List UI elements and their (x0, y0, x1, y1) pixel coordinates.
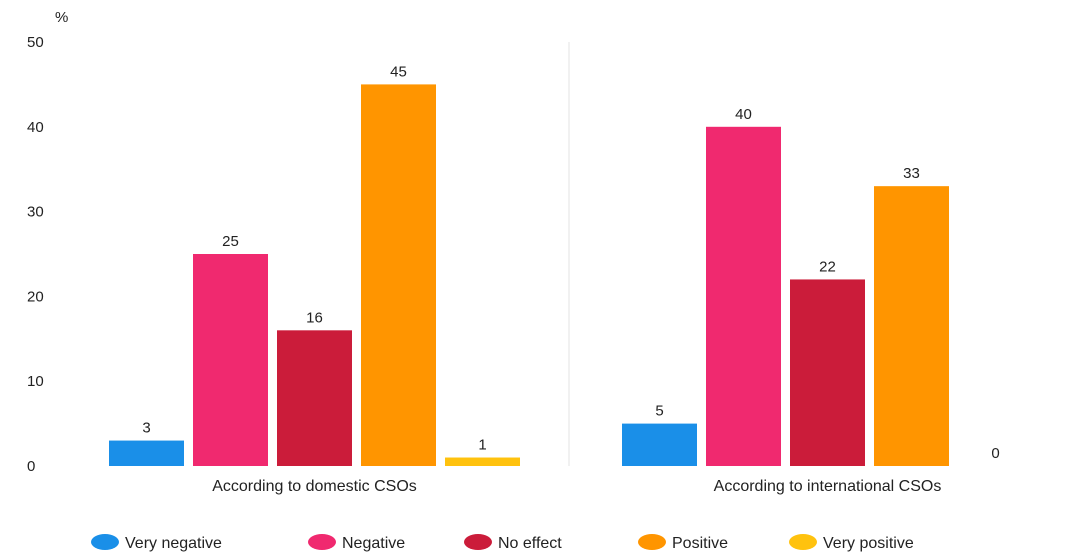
category-label: According to domestic CSOs (212, 478, 417, 495)
data-label: 16 (306, 309, 323, 326)
data-label: 0 (991, 445, 999, 462)
legend-label: Positive (672, 535, 728, 552)
bar-positive (874, 186, 949, 466)
y-tick-label: 30 (27, 204, 44, 221)
x-axis: According to domestic CSOs According to i… (212, 478, 941, 495)
legend-item-positive: Positive (638, 534, 728, 552)
data-label: 45 (390, 63, 407, 80)
data-label: 25 (222, 233, 239, 250)
bar-negative (706, 126, 781, 467)
legend-item-very-positive: Very positive (789, 534, 914, 552)
legend-label: Very negative (125, 535, 222, 552)
legend-label: Negative (342, 535, 405, 552)
bars-group: 3 25 16 45 1 5 40 22 33 0 (109, 63, 1000, 467)
legend-swatch (308, 534, 336, 550)
y-tick-label: 50 (27, 34, 44, 51)
data-label: 33 (903, 165, 920, 182)
bar-very-negative (109, 440, 184, 466)
y-tick-label: 40 (27, 119, 44, 136)
y-axis: 0 10 20 30 40 50 (27, 34, 44, 475)
legend-swatch (789, 534, 817, 550)
bar-positive (361, 84, 436, 467)
data-label: 5 (655, 403, 663, 420)
data-label: 22 (819, 258, 836, 275)
legend-item-negative: Negative (308, 534, 405, 552)
y-axis-unit-label: % (55, 9, 68, 26)
legend-swatch (638, 534, 666, 550)
bar-no-effect (277, 330, 352, 466)
bar-no-effect (790, 279, 865, 466)
data-label: 1 (478, 437, 486, 454)
legend-swatch (91, 534, 119, 550)
y-tick-label: 20 (27, 288, 44, 305)
legend-item-no-effect: No effect (464, 534, 562, 552)
legend: Very negative Negative No effect Positive Ve… (91, 534, 914, 552)
data-label: 3 (142, 420, 150, 437)
legend-item-very-negative: Very negative (91, 534, 222, 552)
bar-negative (193, 254, 268, 466)
data-label: 40 (735, 106, 752, 123)
bar-very-negative (622, 423, 697, 466)
legend-swatch (464, 534, 492, 550)
bar-very-positive (445, 457, 520, 466)
legend-label: No effect (498, 535, 562, 552)
legend-label: Very positive (823, 535, 914, 552)
y-tick-label: 0 (27, 458, 35, 475)
y-tick-label: 10 (27, 373, 44, 390)
category-label: According to international CSOs (714, 478, 942, 495)
